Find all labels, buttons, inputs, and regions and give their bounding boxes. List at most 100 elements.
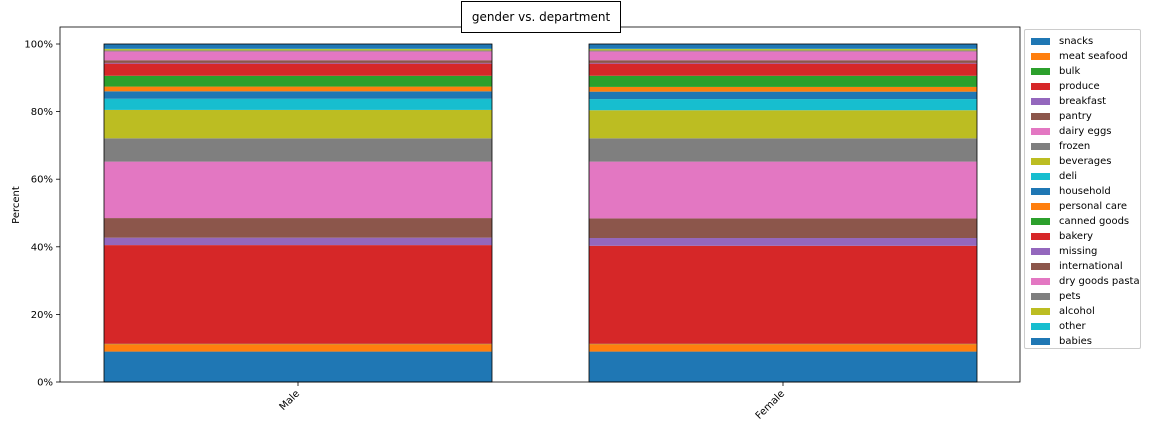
bar-segment-pantry — [104, 218, 492, 238]
bar-segment-household — [104, 91, 492, 99]
legend-swatch — [1031, 263, 1050, 270]
chart-title: gender vs. department — [461, 1, 621, 33]
legend-label: snacks — [1059, 36, 1094, 47]
bar-segment-dry-goods-pasta — [104, 51, 492, 61]
bar-segment-deli — [104, 98, 492, 110]
bar-segment-breakfast — [589, 238, 977, 246]
legend-item: dairy eggs — [1025, 124, 1140, 139]
bar-segment-babies — [104, 44, 492, 49]
legend-item: deli — [1025, 169, 1140, 184]
bar-segment-personal-care — [104, 86, 492, 92]
bar-segment-alcohol — [104, 49, 492, 51]
legend-label: pantry — [1059, 111, 1092, 122]
legend-swatch — [1031, 68, 1050, 75]
legend-label: personal care — [1059, 201, 1128, 212]
legend-label: bulk — [1059, 66, 1081, 77]
legend-swatch — [1031, 113, 1050, 120]
legend-item: missing — [1025, 244, 1140, 259]
bar-stack-male — [103, 43, 493, 383]
legend-swatch — [1031, 143, 1050, 150]
bar-segment-pets — [104, 50, 492, 52]
bar-segment-pets — [589, 50, 977, 52]
legend-label: beverages — [1059, 156, 1112, 167]
x-axis: Male Female — [278, 382, 787, 422]
legend-swatch — [1031, 53, 1050, 60]
legend-item: breakfast — [1025, 94, 1140, 109]
bar-segment-canned-goods — [104, 75, 492, 87]
legend-swatch — [1031, 293, 1050, 300]
legend-swatch — [1031, 173, 1050, 180]
legend-label: deli — [1059, 171, 1078, 182]
legend-swatch — [1031, 83, 1050, 90]
legend-label: household — [1059, 186, 1111, 197]
legend-item: dry goods pasta — [1025, 274, 1140, 289]
bar-segment-bakery — [104, 63, 492, 76]
y-tick-label: 60% — [31, 175, 53, 186]
legend-label: missing — [1059, 246, 1098, 257]
bar-segment-international — [589, 60, 977, 63]
bar-segment-meat-seafood — [589, 344, 977, 352]
legend-label: bakery — [1059, 231, 1094, 242]
legend-item: household — [1025, 184, 1140, 199]
legend-label: international — [1059, 261, 1123, 272]
legend-swatch — [1031, 218, 1050, 225]
legend-swatch — [1031, 203, 1050, 210]
legend-swatch — [1031, 233, 1050, 240]
legend-label: dry goods pasta — [1059, 276, 1140, 287]
legend-label: breakfast — [1059, 96, 1107, 107]
legend-swatch — [1031, 158, 1050, 165]
bar-segment-produce — [104, 245, 492, 344]
bar-segment-meat-seafood — [104, 344, 492, 352]
legend-item: alcohol — [1025, 304, 1140, 319]
legend-item: other — [1025, 319, 1140, 334]
bar-segment-bakery — [589, 63, 977, 76]
y-tick-label: 20% — [31, 310, 53, 321]
legend: snacks meat seafood bulk produce breakfast pa… — [1024, 29, 1141, 349]
plot-area — [59, 26, 1021, 383]
bar-segment-beverages — [104, 109, 492, 139]
legend-item: international — [1025, 259, 1140, 274]
legend-label: produce — [1059, 81, 1100, 92]
legend-item: bulk — [1025, 64, 1140, 79]
y-tick-label: 0% — [37, 378, 53, 389]
legend-item: canned goods — [1025, 214, 1140, 229]
bar-segment-international — [104, 60, 492, 63]
bar-segment-pantry — [589, 218, 977, 239]
y-tick-label: 40% — [31, 242, 53, 253]
legend-swatch — [1031, 98, 1050, 105]
bar-segment-beverages — [589, 110, 977, 139]
legend-item: produce — [1025, 79, 1140, 94]
legend-label: meat seafood — [1059, 51, 1128, 62]
bar-segment-breakfast — [104, 237, 492, 246]
legend-item: pets — [1025, 289, 1140, 304]
y-tick-label: 80% — [31, 107, 53, 118]
legend-label: pets — [1059, 291, 1081, 302]
legend-item: pantry — [1025, 109, 1140, 124]
bar-segment-dairy-eggs — [104, 161, 492, 219]
legend-label: frozen — [1059, 141, 1091, 152]
bar-stack-female — [588, 43, 978, 383]
legend-swatch — [1031, 338, 1050, 345]
legend-label: alcohol — [1059, 306, 1095, 317]
legend-item: frozen — [1025, 139, 1140, 154]
y-axis-label: Percent — [11, 186, 22, 224]
y-tick-label: 100% — [24, 40, 53, 51]
legend-label: other — [1059, 321, 1086, 332]
bar-segment-snacks — [104, 351, 492, 382]
legend-swatch — [1031, 278, 1050, 285]
bar-segment-missing — [589, 62, 977, 64]
bar-segment-dry-goods-pasta — [589, 51, 977, 61]
x-tick-label: Male — [278, 388, 303, 413]
legend-swatch — [1031, 188, 1050, 195]
legend-item: snacks — [1025, 34, 1140, 49]
legend-item: babies — [1025, 334, 1140, 349]
bar-segment-personal-care — [589, 86, 977, 92]
legend-swatch — [1031, 248, 1050, 255]
bar-segment-deli — [589, 99, 977, 111]
legend-swatch — [1031, 38, 1050, 45]
bar-segment-frozen — [104, 138, 492, 162]
bar-segment-household — [589, 91, 977, 100]
legend-label: babies — [1059, 336, 1092, 347]
bar-segment-missing — [104, 62, 492, 64]
